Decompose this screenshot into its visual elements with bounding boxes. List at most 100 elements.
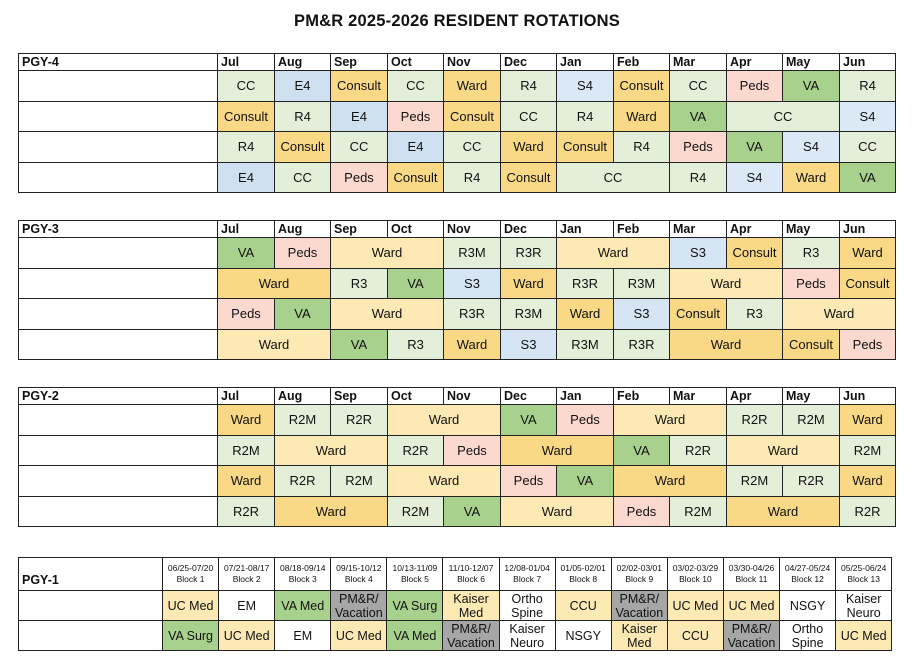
rotation-cell: R4: [217, 131, 275, 163]
block-number: Block 6: [457, 574, 485, 584]
block-dates: 09/15-10/12: [336, 563, 382, 573]
rotation-cell: VA Med: [386, 620, 444, 651]
rotation-cell: CC: [274, 161, 331, 193]
rotation-cell: Peds: [274, 237, 331, 269]
rotation-cell: R3M: [500, 298, 557, 330]
rotation-cell: R2R: [726, 404, 783, 436]
block-number: Block 5: [400, 574, 429, 584]
header-row: PGY-1 06/25-07/20 Block 1 07/21-08/17 Block …: [18, 557, 893, 591]
rotation-cell: PM&R/ Vacation: [610, 590, 668, 621]
month-header: Apr: [726, 220, 783, 238]
block-header: 08/18-09/14 Block 3: [274, 557, 332, 591]
rotation-cell: R2R: [217, 495, 275, 527]
header-row: PGY-4 Jul Aug Sep Oct Nov Dec Jan Feb Mar Apr May Ju…: [18, 53, 896, 71]
month-header: May: [782, 220, 840, 238]
rotation-cell: R4: [839, 70, 896, 102]
month-header: May: [782, 387, 840, 405]
rotation-cell: CC: [387, 70, 444, 102]
month-header: Jun: [839, 53, 896, 71]
rotation-cell: Ward: [217, 267, 331, 299]
rotation-cell: Peds: [217, 298, 275, 330]
rotation-cell: Consult: [443, 100, 501, 132]
rotation-cell: Kaiser Neuro: [835, 590, 893, 621]
rotation-cell: CCU: [666, 620, 724, 651]
header-row: PGY-3 Jul Aug Sep Oct Nov Dec Jan Feb Mar Apr May Ju…: [18, 220, 896, 238]
pgy-label: PGY-3: [18, 220, 218, 238]
pgy-label: PGY-1: [18, 557, 163, 591]
rotation-cell: E4: [387, 131, 444, 163]
block-number: Block 12: [791, 574, 824, 584]
rotation-cell: R3R: [443, 298, 501, 330]
month-header: Feb: [613, 387, 670, 405]
pgy3-table: PGY-3 Jul Aug Sep Oct Nov Dec Jan Feb Mar Apr May Ju…: [18, 220, 896, 360]
rotation-cell: CC: [443, 131, 501, 163]
rotation-cell: R2M: [217, 434, 275, 466]
resident-name-cell: [18, 131, 218, 163]
rotation-cell: Ward: [726, 495, 840, 527]
block-header: 05/25-06/24 Block 13: [835, 557, 893, 591]
month-header: Dec: [500, 387, 557, 405]
block-dates: 04/27-05/24: [784, 563, 831, 573]
rotation-cell: Ward: [613, 465, 727, 497]
rotation-cell: R2M: [726, 465, 783, 497]
block-header: 03/30-04/26 Block 11: [722, 557, 781, 591]
resident-row: Ward VA R3 Ward S3 R3M R3R Ward Consult Peds: [18, 328, 896, 360]
rotation-cell: S3: [500, 328, 557, 360]
resident-name-cell: [18, 70, 218, 102]
rotation-cell: VA Surg: [386, 590, 444, 621]
block-header: 01/05-02/01 Block 8: [554, 557, 612, 591]
page-title: PM&R 2025-2026 RESIDENT ROTATIONS: [294, 12, 620, 30]
block-dates: 05/25-06/24: [840, 563, 887, 573]
rotation-cell: CC: [330, 131, 388, 163]
block-header: 03/02-03/29 Block 10: [666, 557, 724, 591]
month-header: Mar: [669, 53, 727, 71]
month-header: Oct: [387, 387, 444, 405]
rotation-cell: CC: [500, 100, 557, 132]
block-dates: 10/13-11/09: [392, 563, 438, 573]
rotation-cell: R4: [274, 100, 331, 132]
block-number: Block 1: [176, 574, 205, 584]
rotation-cell: VA: [839, 161, 896, 193]
resident-name-cell: [18, 267, 218, 299]
rotation-cell: Peds: [387, 100, 444, 132]
rotation-cell: R2M: [274, 404, 331, 436]
rotation-cell: NSGY: [554, 620, 612, 651]
rotation-cell: NSGY: [779, 590, 837, 621]
block-number: Block 3: [288, 574, 317, 584]
resident-name-cell: [18, 298, 218, 330]
rotation-cell: VA: [387, 267, 444, 299]
block-number: Block 10: [679, 574, 712, 584]
rotation-cell: Ward: [669, 267, 783, 299]
month-header: May: [782, 53, 840, 71]
rotation-cell: VA: [500, 404, 557, 436]
block-number: Block 8: [569, 574, 598, 584]
rotation-cell: Ward: [500, 131, 557, 163]
resident-name-cell: [18, 328, 218, 360]
rotation-cell: VA: [443, 495, 501, 527]
rotation-cell: R3M: [556, 328, 614, 360]
rotation-cell: Peds: [839, 328, 896, 360]
resident-row: R2R Ward R2M VA Ward Peds R2M Ward R2R: [18, 495, 896, 527]
month-header: Dec: [500, 53, 557, 71]
pgy4-table: PGY-4 Jul Aug Sep Oct Nov Dec Jan Feb Mar Apr May Ju…: [18, 53, 896, 193]
block-number: Block 2: [232, 574, 261, 584]
rotation-cell: UC Med: [218, 620, 276, 651]
rotation-cell: VA: [556, 465, 614, 497]
rotation-cell: PM&R/ Vacation: [330, 590, 388, 621]
rotation-cell: Peds: [500, 465, 557, 497]
rotation-cell: E4: [274, 70, 331, 102]
month-header: Aug: [274, 220, 331, 238]
block-number: Block 9: [625, 574, 654, 584]
rotation-cell: Consult: [782, 328, 840, 360]
rotation-cell: UC Med: [722, 590, 781, 621]
block-number: Block 11: [735, 574, 768, 584]
month-header: Jan: [556, 53, 614, 71]
rotation-cell: Ward: [556, 298, 614, 330]
rotation-cell: UC Med: [666, 590, 724, 621]
resident-row: Peds VA Ward R3R R3M Ward S3 Consult R3 Ward: [18, 298, 896, 330]
resident-row: CC E4 Consult CC Ward R4 S4 Consult CC Peds VA R4: [18, 70, 896, 102]
rotation-cell: Ward: [556, 237, 670, 269]
rotation-cell: S4: [782, 131, 840, 163]
rotation-cell: Consult: [217, 100, 275, 132]
month-header: Jan: [556, 387, 614, 405]
